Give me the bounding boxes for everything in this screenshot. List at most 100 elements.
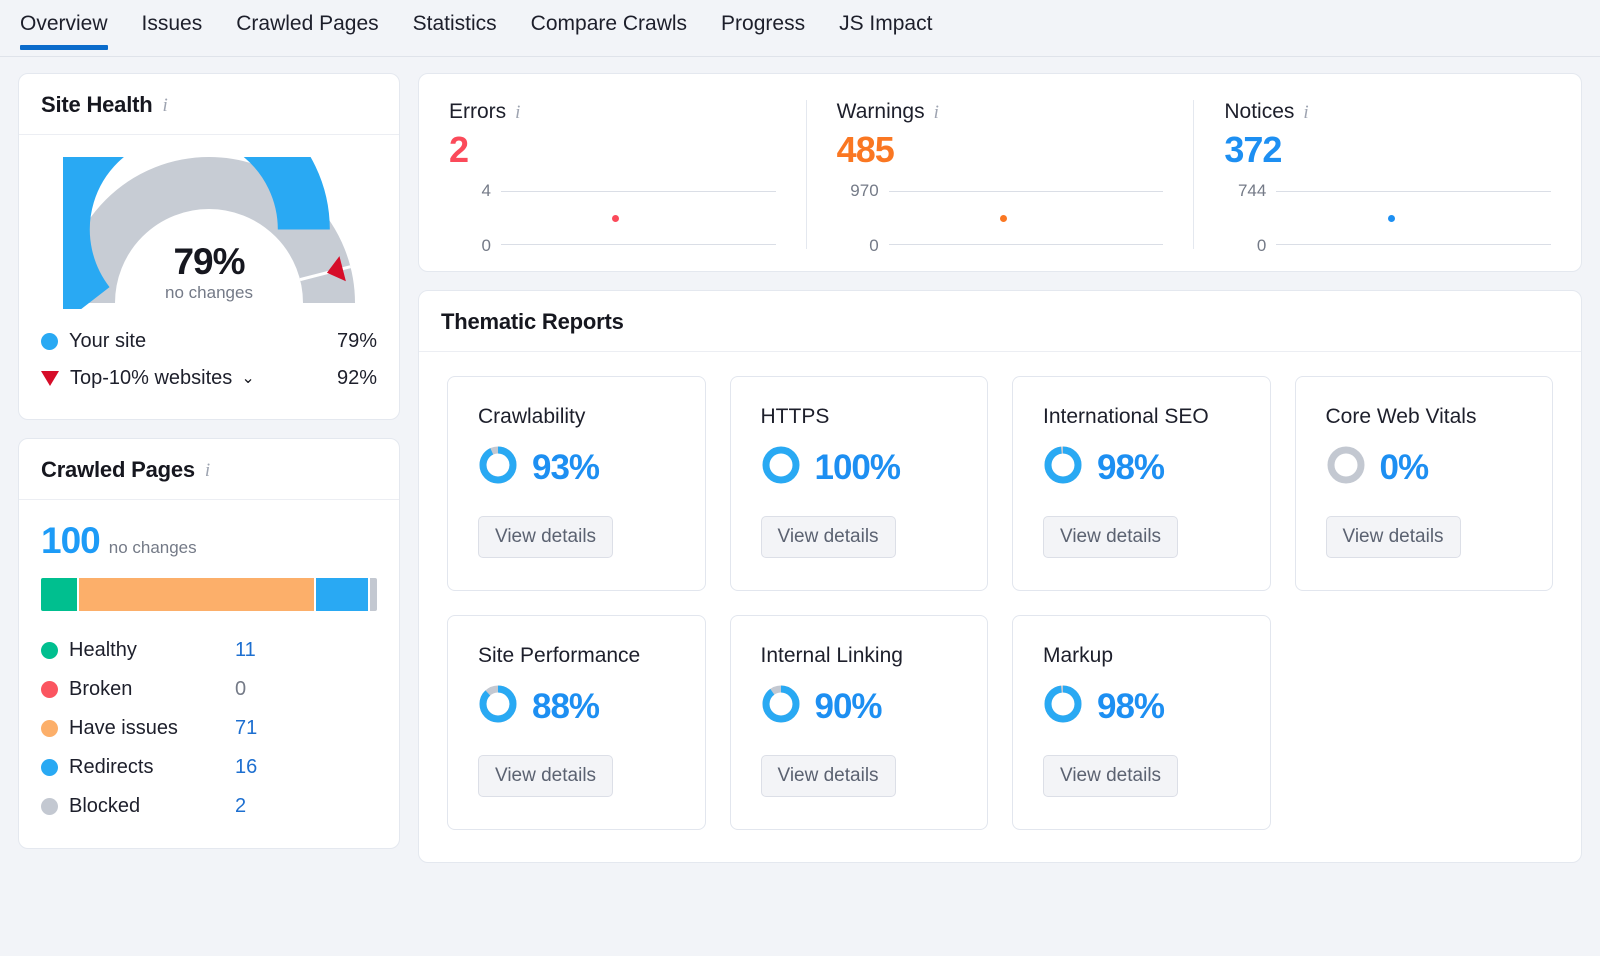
thematic-report-card[interactable]: HTTPS 100% View details	[729, 376, 988, 592]
thematic-report-card[interactable]: International SEO 98% View details	[1012, 376, 1271, 592]
sparkline-warnings: 970 0	[837, 181, 1164, 255]
list-item-label: Redirects	[69, 756, 154, 778]
thematic-report-card[interactable]: Internal Linking 90% View details	[729, 615, 988, 831]
tab-statistics[interactable]: Statistics	[412, 12, 497, 35]
view-details-button[interactable]: View details	[760, 755, 896, 798]
view-details-button[interactable]: View details	[760, 516, 896, 559]
crawled-pages-stacked-bar	[41, 578, 377, 611]
list-item-count: 0	[235, 678, 247, 700]
donut-ring-icon	[762, 685, 799, 723]
sparkline-notices: 744 0	[1224, 181, 1552, 255]
thematic-report-card[interactable]: Markup 98% View details	[1012, 615, 1271, 831]
legend-dot-icon	[41, 333, 58, 350]
tab-compare-crawls[interactable]: Compare Crawls	[530, 12, 688, 35]
list-item[interactable]: Blocked 2	[41, 787, 377, 826]
info-icon[interactable]: i	[1303, 101, 1309, 123]
stat-errors[interactable]: Errors i 2 4 0	[419, 100, 806, 255]
list-item[interactable]: Have issues 71	[41, 709, 377, 748]
site-health-change: no changes	[165, 283, 253, 302]
sparkline-gridline-top	[501, 191, 776, 193]
view-details-button[interactable]: View details	[478, 755, 614, 798]
stat-label: Notices	[1224, 100, 1295, 123]
dashboard-content: Site Health i 79%	[0, 57, 1600, 864]
stat-notices[interactable]: Notices i 372 744 0	[1193, 100, 1581, 255]
crawled-pages-count: 100	[41, 520, 101, 561]
page-title-thematic-reports: Thematic Reports	[441, 309, 624, 335]
thematic-report-score: 98%	[1043, 445, 1240, 490]
sparkline-data-point	[1387, 215, 1395, 223]
issue-summary-strip: Errors i 2 4 0 Warnings i	[419, 74, 1581, 271]
donut-ring-icon	[762, 446, 799, 484]
donut-ring-wrap	[1043, 445, 1083, 490]
crawled-pages-body: 100 no changes Healthy 11 Broken 0 Have …	[19, 500, 399, 848]
tab-js-impact[interactable]: JS Impact	[839, 12, 933, 35]
stacked-bar-segment[interactable]	[79, 578, 314, 611]
thematic-report-name: International SEO	[1043, 405, 1209, 429]
donut-ring-icon	[1044, 446, 1082, 484]
tab-crawled-pages[interactable]: Crawled Pages	[236, 12, 379, 35]
sparkline-errors: 4 0	[449, 181, 776, 255]
thematic-report-card[interactable]: Site Performance 88% View details	[447, 615, 706, 831]
thematic-report-percent: 88%	[532, 686, 600, 726]
legend-value: 79%	[336, 330, 377, 352]
site-health-header: Site Health i	[19, 74, 399, 135]
list-item-label: Blocked	[69, 795, 141, 817]
stacked-bar-segment[interactable]	[41, 578, 78, 611]
stacked-bar-segment[interactable]	[315, 578, 369, 611]
list-item-label: Broken	[69, 678, 133, 700]
sparkline-gridline-bottom	[888, 244, 1164, 246]
thematic-report-percent: 93%	[532, 447, 600, 487]
thematic-report-card[interactable]: Crawlability 93% View details	[447, 376, 706, 592]
thematic-report-name: HTTPS	[760, 405, 830, 429]
status-dot-redirects-icon	[41, 759, 58, 776]
tab-progress[interactable]: Progress	[721, 12, 806, 35]
stat-label: Errors	[449, 100, 507, 123]
site-health-legend: Your site 79% Top-10% websites ⌄ 92%	[19, 309, 399, 419]
thematic-report-name: Internal Linking	[760, 644, 903, 668]
info-icon[interactable]: i	[162, 94, 168, 116]
crawled-pages-change: no changes	[108, 538, 197, 557]
sparkline-data-point	[612, 215, 620, 223]
tab-overview[interactable]: Overview	[20, 0, 108, 51]
axis-tick-max: 4	[481, 181, 491, 201]
donut-ring-icon	[1327, 446, 1364, 484]
thematic-report-name: Markup	[1043, 644, 1114, 668]
view-details-button[interactable]: View details	[1325, 516, 1461, 559]
donut-ring-wrap	[1326, 445, 1366, 490]
donut-ring-icon	[479, 446, 517, 484]
left-column: Site Health i 79%	[18, 73, 400, 849]
donut-ring-icon	[479, 685, 517, 723]
thematic-report-percent: 0%	[1379, 447, 1430, 487]
status-dot-healthy-icon	[41, 642, 58, 659]
legend-value: 92%	[336, 367, 377, 389]
chevron-down-icon[interactable]: ⌄	[241, 369, 255, 387]
stacked-bar-segment[interactable]	[370, 578, 377, 611]
list-item[interactable]: Broken 0	[41, 670, 377, 709]
stat-warnings[interactable]: Warnings i 485 970 0	[805, 100, 1194, 255]
list-item[interactable]: Redirects 16	[41, 748, 377, 787]
donut-ring-wrap	[478, 684, 518, 729]
site-health-score: 79%	[173, 241, 245, 283]
donut-ring-wrap	[761, 684, 801, 729]
stat-value: 2	[449, 129, 469, 170]
main-tab-bar: Overview Issues Crawled Pages Statistics…	[0, 0, 1600, 57]
axis-tick-max: 970	[850, 181, 879, 201]
thematic-report-percent: 98%	[1097, 686, 1165, 726]
legend-row-top10-websites[interactable]: Top-10% websites ⌄ 92%	[41, 360, 377, 397]
thematic-report-card[interactable]: Core Web Vitals 0% View details	[1294, 376, 1553, 592]
sparkline-gridline-bottom	[501, 244, 776, 246]
stat-header: Notices i	[1224, 100, 1551, 124]
thematic-reports-header: Thematic Reports	[419, 291, 1581, 353]
info-icon[interactable]: i	[515, 101, 521, 123]
status-dot-have-issues-icon	[41, 720, 58, 737]
site-health-gauge: 79% no changes	[63, 157, 355, 309]
tab-issues[interactable]: Issues	[141, 12, 203, 35]
view-details-button[interactable]: View details	[478, 516, 614, 559]
list-item[interactable]: Healthy 11	[41, 631, 377, 670]
info-icon[interactable]: i	[933, 101, 939, 123]
stat-header: Errors i	[449, 100, 776, 124]
view-details-button[interactable]: View details	[1043, 516, 1179, 559]
info-icon[interactable]: i	[204, 459, 211, 481]
view-details-button[interactable]: View details	[1043, 755, 1179, 798]
status-dot-blocked-icon	[41, 798, 58, 815]
